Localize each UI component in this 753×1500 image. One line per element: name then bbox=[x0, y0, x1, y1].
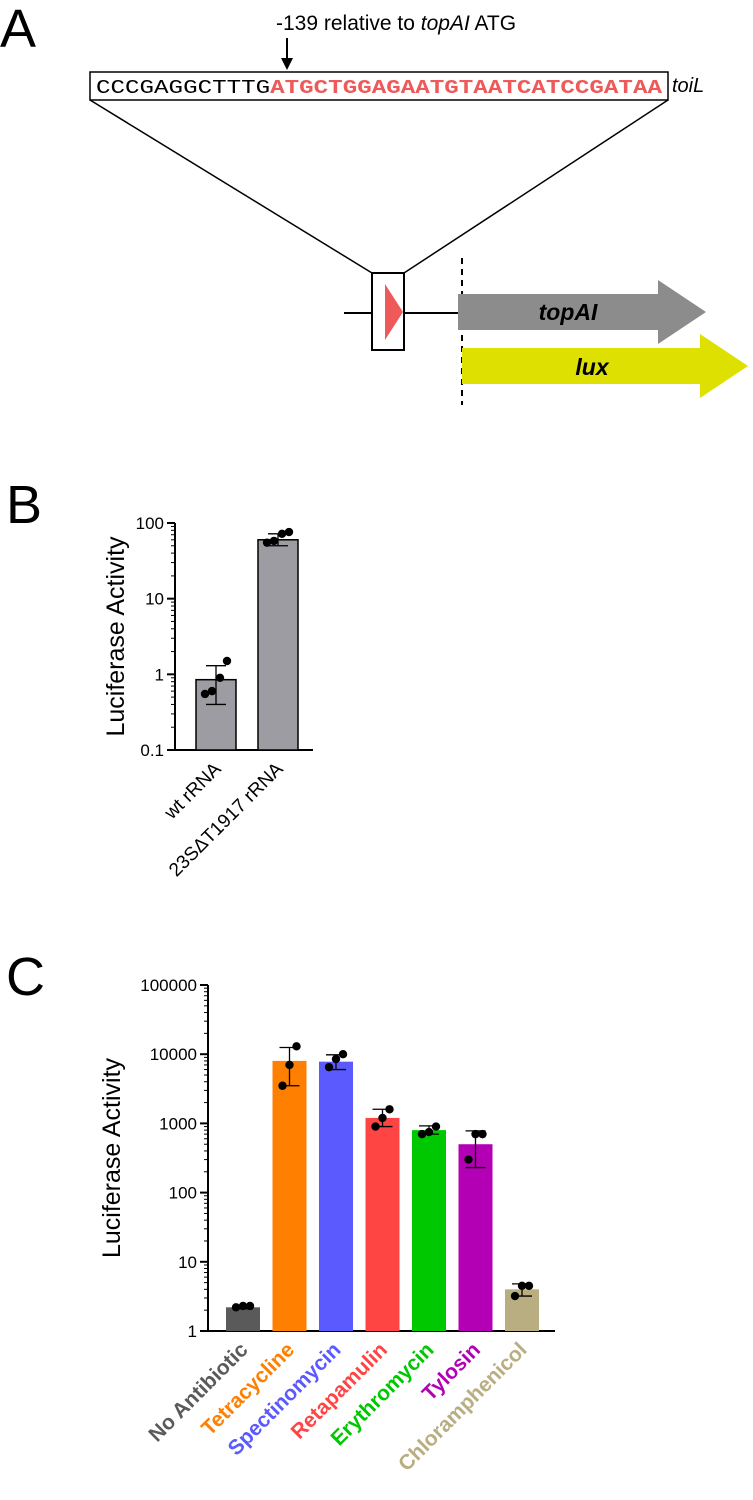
data-point bbox=[278, 1081, 287, 1090]
toil-triangle bbox=[385, 284, 403, 340]
data-point bbox=[417, 1129, 427, 1139]
data-point bbox=[277, 529, 287, 538]
panel-a-label: A bbox=[0, 0, 37, 59]
data-point bbox=[284, 527, 294, 537]
y-tick-label: 1 bbox=[188, 1322, 197, 1341]
data-point bbox=[269, 536, 279, 546]
topAI-label: topAI bbox=[539, 299, 598, 325]
data-point bbox=[292, 1042, 301, 1051]
data-point bbox=[424, 1127, 434, 1137]
zoom-line-right bbox=[403, 99, 669, 274]
lux-label: lux bbox=[575, 354, 609, 380]
data-point bbox=[464, 1155, 473, 1164]
data-point bbox=[478, 1129, 487, 1139]
bar bbox=[365, 1117, 400, 1331]
data-point bbox=[385, 1105, 394, 1114]
data-point bbox=[262, 538, 272, 547]
y-tick-label: 1 bbox=[155, 665, 164, 684]
y-tick-label: 10 bbox=[145, 590, 164, 609]
sequence-label: toiL bbox=[672, 75, 704, 97]
panel-b-label: B bbox=[6, 475, 43, 535]
bar bbox=[226, 1307, 260, 1331]
data-point bbox=[371, 1122, 380, 1131]
data-point bbox=[338, 1050, 348, 1059]
data-point bbox=[331, 1054, 341, 1064]
sequence-toil: ATGCTGGAGAATGTAATCATCCGATAA bbox=[270, 77, 663, 99]
data-point bbox=[524, 1281, 534, 1290]
data-point bbox=[285, 1060, 294, 1070]
y-tick-label: 10000 bbox=[150, 1045, 197, 1064]
bar bbox=[319, 1061, 353, 1331]
y-tick-label: 100 bbox=[169, 1184, 197, 1203]
bar bbox=[257, 539, 299, 751]
y-tick-label: 10 bbox=[178, 1253, 197, 1272]
lux-arrow bbox=[462, 334, 748, 398]
annotation-arrow-head bbox=[281, 58, 293, 70]
y-tick-label: 0.1 bbox=[140, 741, 164, 760]
bar bbox=[412, 1130, 446, 1331]
topAI-arrow bbox=[458, 280, 706, 344]
sequence-text: CCCGAGGCTTTG ATGCTGGAGAATGTAATCATCCGATAA bbox=[96, 77, 663, 99]
zoom-line-left bbox=[89, 99, 373, 274]
panel-a-diagram: -139 relative to topAI ATG CCCGAGGCTTTG A… bbox=[89, 12, 748, 405]
data-point bbox=[510, 1291, 520, 1301]
y-tick-label: 100000 bbox=[140, 976, 197, 995]
sequence-upstream: CCCGAGGCTTTG bbox=[96, 77, 270, 99]
annotation-text: -139 relative to topAI ATG bbox=[276, 12, 516, 35]
data-point bbox=[231, 1303, 241, 1312]
data-point bbox=[431, 1122, 441, 1131]
data-point bbox=[471, 1129, 480, 1139]
y-axis-label: Luciferase Activity bbox=[102, 536, 130, 737]
x-category-label: 23SΔT1917 rRNA bbox=[165, 758, 288, 881]
bar bbox=[458, 1144, 493, 1331]
data-point bbox=[238, 1301, 248, 1311]
data-point bbox=[207, 686, 217, 696]
bar bbox=[272, 1060, 307, 1331]
panel-c-label: C bbox=[6, 947, 45, 1007]
sequence-box bbox=[89, 71, 669, 101]
data-point bbox=[517, 1281, 527, 1290]
y-tick-label: 1000 bbox=[159, 1114, 197, 1133]
data-point bbox=[378, 1113, 387, 1123]
data-point bbox=[200, 689, 210, 699]
y-tick-label: 100 bbox=[136, 514, 164, 533]
data-point bbox=[245, 1301, 255, 1311]
data-point bbox=[324, 1062, 334, 1072]
panel-c-chart: 1 10 100 1000 10000 100000 Luciferase Activity… bbox=[98, 976, 555, 1476]
data-point bbox=[215, 673, 225, 682]
data-point bbox=[222, 656, 232, 666]
y-axis-label: Luciferase Activity bbox=[98, 1057, 126, 1258]
